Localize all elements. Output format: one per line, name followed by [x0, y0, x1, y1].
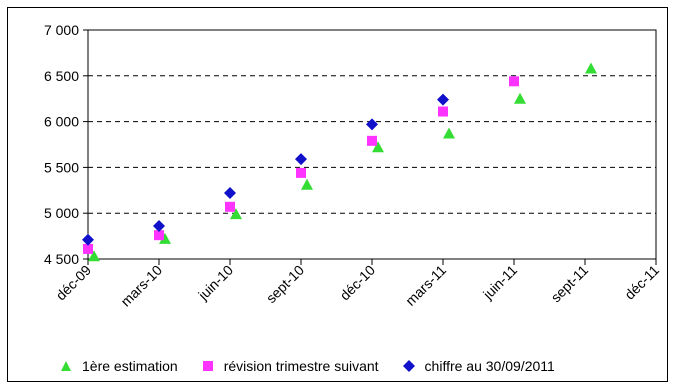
y-tick-label: 7 000 — [44, 22, 79, 38]
data-point-triangle — [88, 250, 100, 262]
series-1 — [88, 62, 597, 262]
data-point-triangle — [585, 62, 597, 74]
y-tick-label: 6 000 — [44, 114, 79, 130]
data-point-diamond — [153, 220, 165, 233]
axes — [83, 29, 657, 265]
y-tick-label: 5 000 — [44, 205, 79, 221]
data-point-diamond — [366, 118, 378, 131]
data-point-square — [225, 201, 235, 212]
legend-triangle-marker — [61, 361, 71, 371]
data-point-diamond — [82, 233, 94, 246]
data-point-square — [154, 230, 164, 241]
y-tick-label: 5 500 — [44, 159, 79, 175]
legend-item-chiffre: chiffre au 30/09/2011 — [402, 358, 555, 374]
data-point-triangle — [230, 208, 242, 220]
data-point-square — [83, 243, 93, 254]
legend-item-1ere-estimation: 1ère estimation — [60, 358, 178, 374]
legend-diamond-marker — [402, 360, 415, 372]
legend: 1ère estimation révision trimestre suiva… — [60, 358, 555, 374]
data-point-triangle — [514, 92, 526, 104]
data-point-square — [509, 76, 519, 87]
y-tick-labels: 4 500 5 000 5 500 6 000 6 500 7 000 — [44, 22, 79, 267]
data-point-triangle — [301, 178, 313, 190]
data-point-square — [296, 167, 306, 178]
data-point-diamond — [437, 93, 449, 106]
data-point-square — [438, 106, 448, 117]
data-point-triangle — [372, 141, 384, 153]
data-points — [82, 62, 597, 262]
legend-item-revision: révision trimestre suivant — [202, 358, 379, 374]
series-2 — [83, 76, 519, 254]
y-tick-label: 4 500 — [44, 251, 79, 267]
data-point-triangle — [159, 232, 171, 244]
data-point-diamond — [295, 153, 307, 166]
y-tick-label: 6 500 — [44, 68, 79, 84]
legend-label: révision trimestre suivant — [223, 358, 379, 374]
chart-outer-border — [7, 7, 668, 382]
data-point-triangle — [443, 127, 455, 139]
legend-square-marker — [202, 361, 213, 371]
data-point-square — [367, 135, 377, 146]
series-3 — [82, 93, 449, 246]
data-point-diamond — [224, 187, 236, 200]
legend-label: 1ère estimation — [82, 358, 178, 374]
legend-label: chiffre au 30/09/2011 — [424, 358, 555, 374]
